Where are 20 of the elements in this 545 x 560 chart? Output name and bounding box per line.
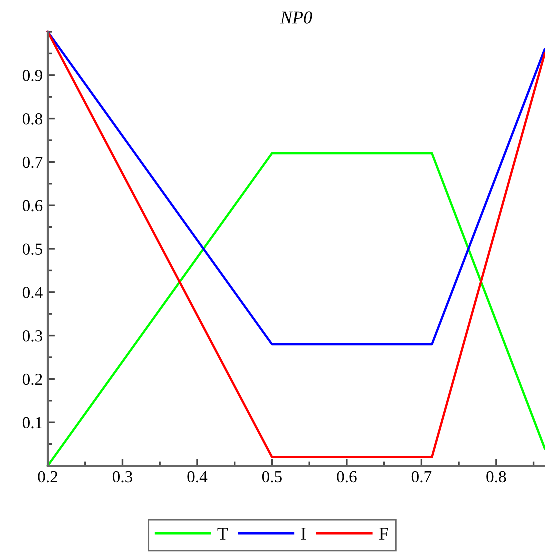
y-tick-label: 0.6 bbox=[22, 200, 43, 212]
legend-label: F bbox=[379, 528, 388, 540]
chart-title: NP0 bbox=[280, 12, 312, 24]
x-tick-label: 0.5 bbox=[262, 471, 282, 483]
y-tick-label: 0.3 bbox=[22, 330, 42, 342]
x-tick-label: 0.7 bbox=[412, 471, 432, 483]
x-tick-label: 0.6 bbox=[337, 471, 357, 483]
x-tick-label: 0.3 bbox=[112, 471, 132, 483]
x-tick-label: 0.8 bbox=[486, 471, 506, 483]
y-tick-label: 0.4 bbox=[22, 287, 43, 298]
legend-label: I bbox=[301, 528, 306, 540]
y-tick-label: 0.2 bbox=[22, 374, 42, 386]
y-tick-label: 0.7 bbox=[22, 156, 43, 168]
legend-label: T bbox=[218, 528, 228, 540]
x-tick-label: 0.2 bbox=[38, 471, 58, 483]
y-tick-label: 0.8 bbox=[22, 114, 43, 125]
y-tick-label: 0.1 bbox=[22, 417, 42, 429]
y-tick-label: 0.9 bbox=[22, 70, 42, 82]
x-tick-label: 0.4 bbox=[188, 471, 208, 483]
y-tick-label: 0.5 bbox=[22, 244, 42, 256]
